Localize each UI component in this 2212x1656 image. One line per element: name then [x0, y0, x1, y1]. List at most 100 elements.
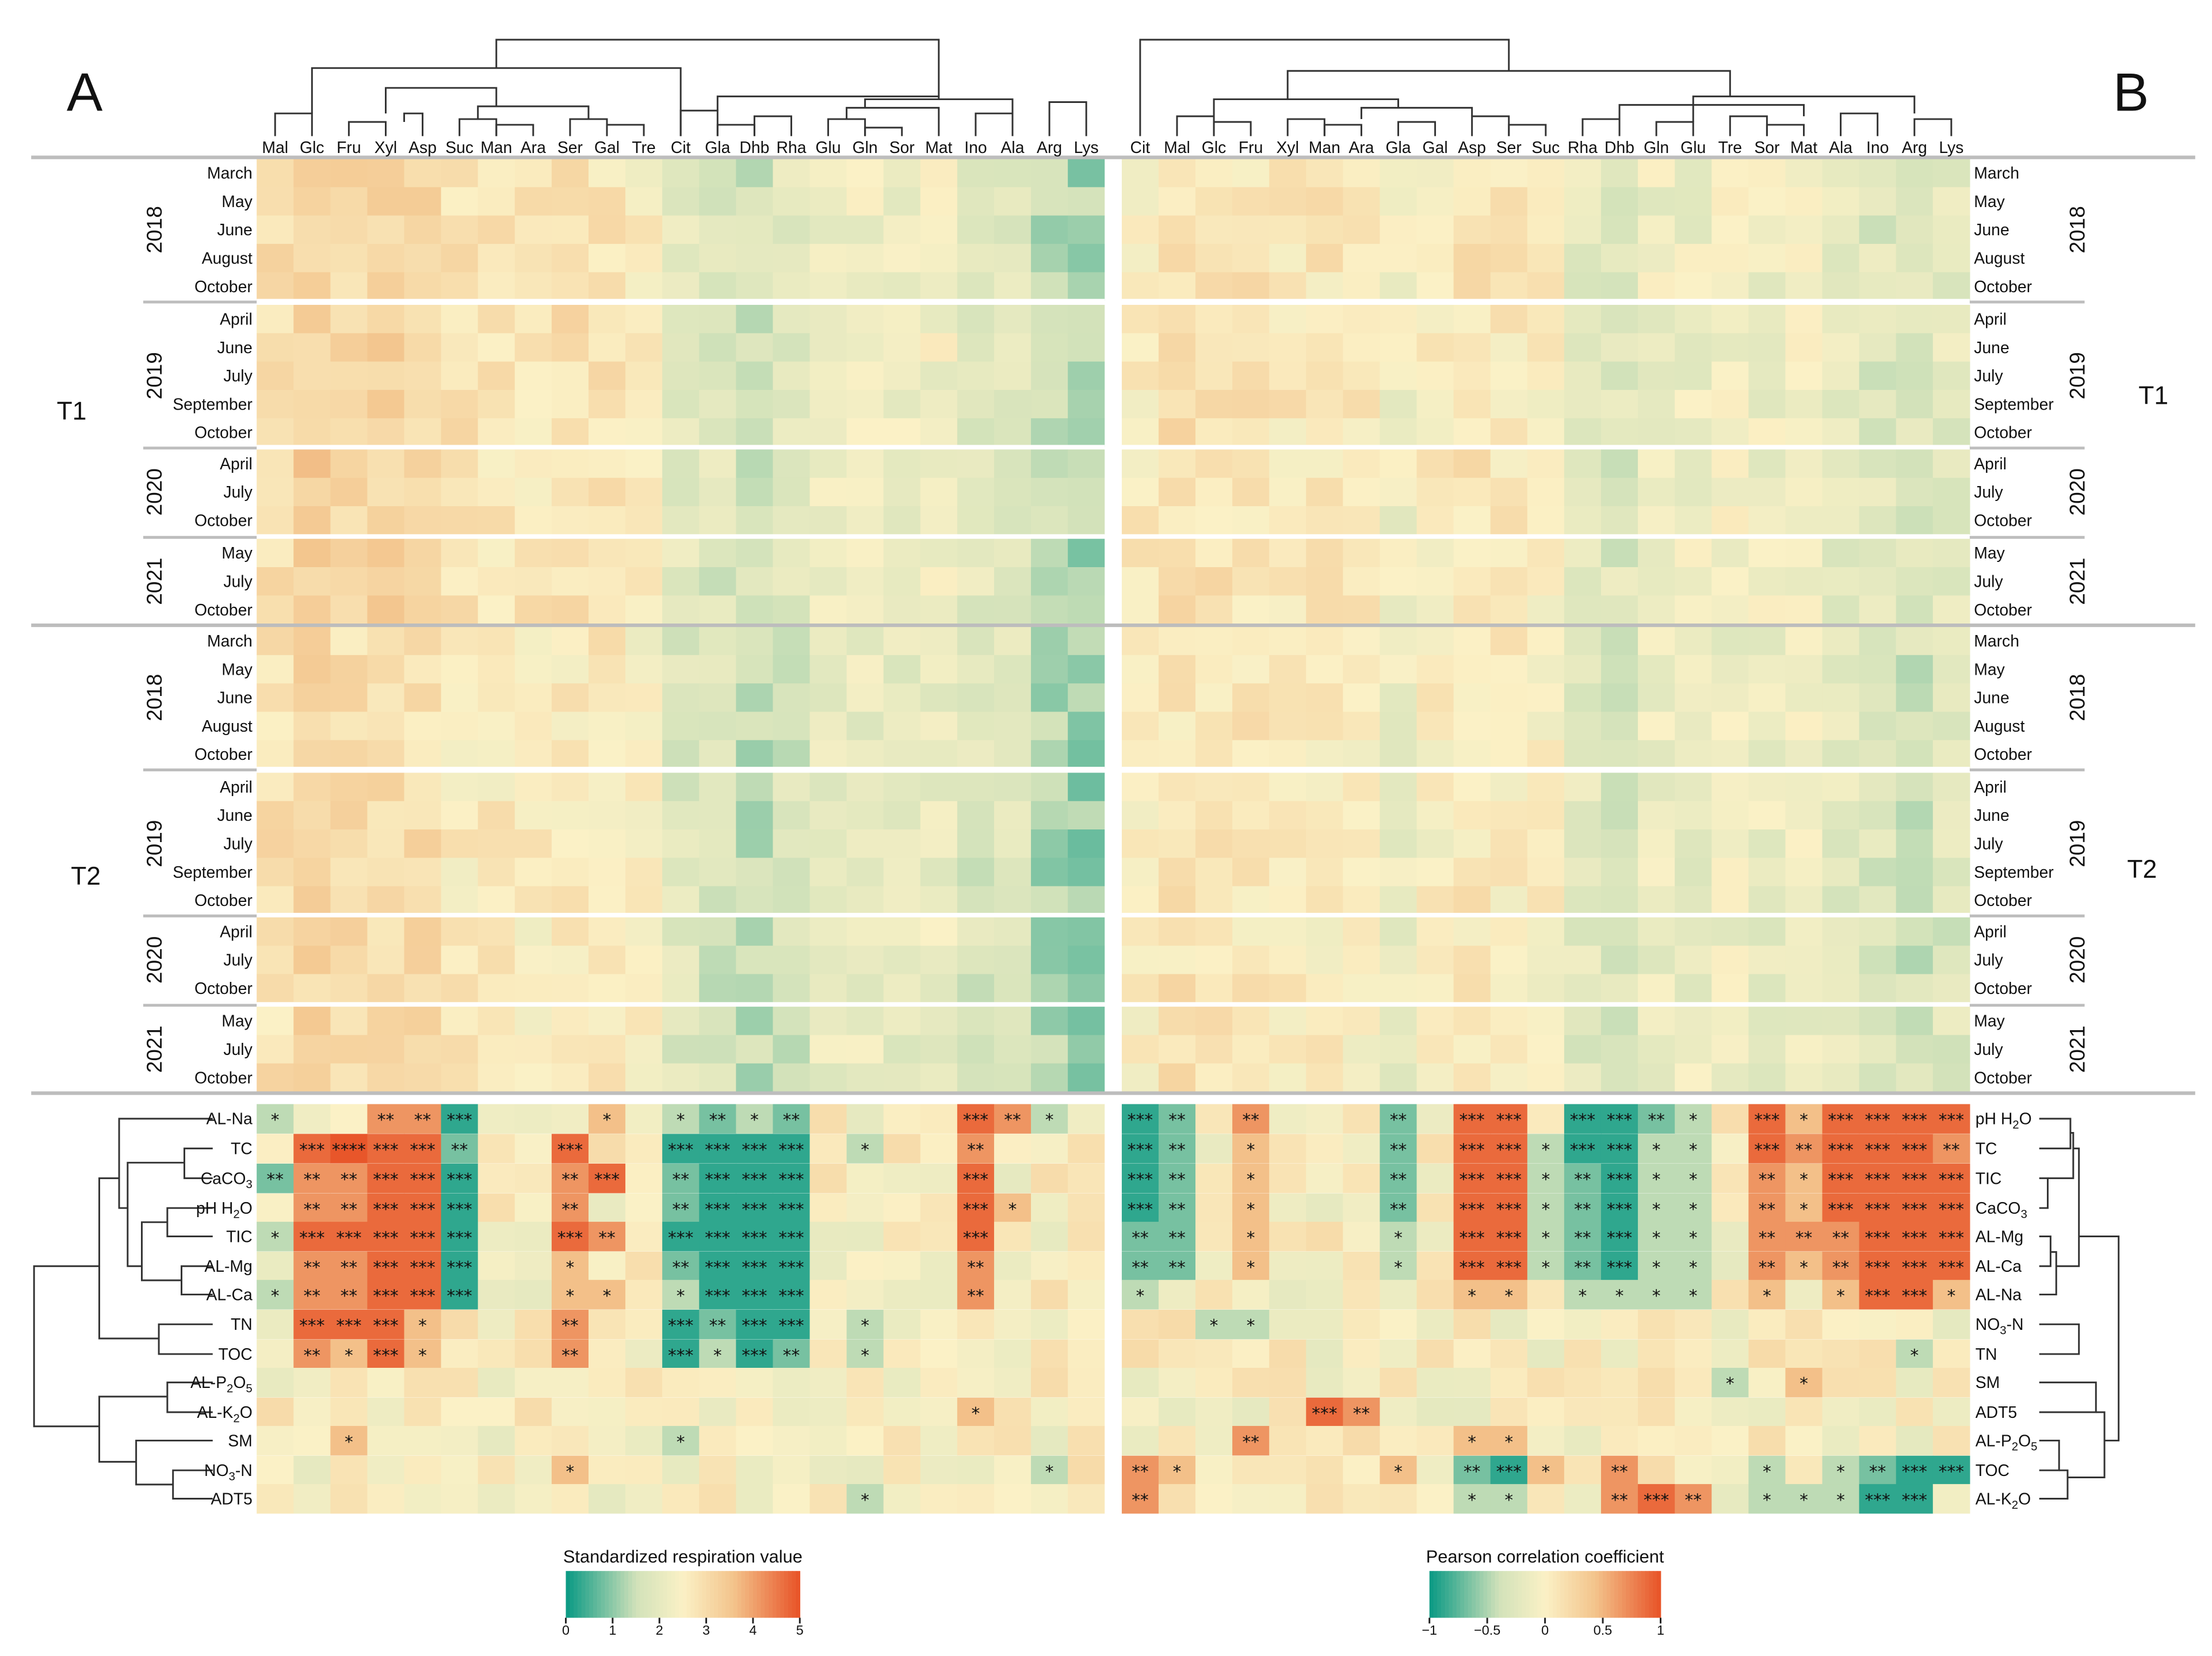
corr-b-t2-cell: [1269, 886, 1306, 915]
significance-mark: **: [709, 1316, 727, 1336]
corr-b-t2-cell: [1158, 626, 1196, 656]
colorbar-b-swatch: [1645, 1571, 1650, 1618]
resp-a-t2-cell: [920, 683, 958, 713]
corr-b-t2-cell: [1490, 946, 1528, 975]
corr-b-t1-cell: [1638, 449, 1675, 479]
corr-b-t1-cell: [1416, 389, 1454, 419]
corr-b-t1-cell: [1932, 159, 1970, 188]
corr-b-t2-cell: [1859, 772, 1897, 802]
soil-b-cell: [1195, 1484, 1233, 1514]
soil-a-cell: [514, 1222, 552, 1252]
corr-b-t2-cell: [1453, 801, 1491, 830]
significance-mark: ***: [1865, 1258, 1890, 1278]
resp-a-t2-cell: [330, 1063, 368, 1092]
soil-a-cell: [625, 1280, 663, 1310]
resp-a-t1-cell: [809, 243, 847, 273]
resp-a-t1-cell: [809, 567, 847, 596]
corr-b-t1-cell: [1896, 215, 1934, 244]
resp-a-t2-cell: [441, 946, 479, 975]
soil-b-cell: [1822, 1397, 1860, 1428]
resp-a-t2-cell: [330, 886, 368, 915]
soil-b-cell: [1638, 1367, 1675, 1398]
significance-mark: **: [783, 1110, 800, 1130]
soil-b-cell: [1859, 1367, 1897, 1398]
soil-a-cell: [662, 1309, 700, 1340]
resp-a-t1-cell: [1068, 159, 1105, 188]
significance-mark: ***: [1902, 1228, 1927, 1248]
colorbar-a-swatch: [589, 1571, 594, 1618]
soil-a-cell: [994, 1134, 1031, 1164]
corr-b-t2-cell: [1158, 974, 1196, 1003]
corr-b-t2-cell: [1822, 946, 1860, 975]
resp-a-t1-cell: [257, 187, 294, 216]
significance-mark: ***: [594, 1170, 620, 1190]
column-label-b: Ara: [1348, 139, 1374, 157]
resp-a-t2-cell: [1068, 886, 1105, 915]
corr-b-t1-cell: [1306, 449, 1343, 479]
resp-a-t2-cell: [477, 946, 515, 975]
corr-b-t2-cell: [1711, 1063, 1749, 1092]
resp-a-t1-cell: [625, 215, 663, 244]
colorbar-a-swatch: [566, 1571, 571, 1618]
resp-a-t2-cell: [809, 974, 847, 1003]
corr-b-t1-cell: [1527, 333, 1565, 362]
resp-a-t1-cell: [551, 595, 589, 625]
dendrogram-branch-soil-a: [98, 1177, 159, 1340]
resp-a-t2-cell: [736, 712, 774, 741]
resp-a-t1-cell: [625, 477, 663, 507]
resp-a-t2-cell: [662, 626, 700, 656]
corr-b-t2-cell: [1306, 740, 1343, 769]
corr-b-t1-cell: [1600, 538, 1638, 568]
corr-b-t1-cell: [1822, 361, 1860, 391]
significance-mark: ***: [1902, 1110, 1927, 1130]
colorbar-b-swatch: [1441, 1571, 1446, 1618]
resp-a-t1-cell: [257, 477, 294, 507]
colorbar-b-swatch: [1433, 1571, 1438, 1618]
soil-a-cell: [477, 1251, 515, 1282]
colorbar-b-swatch: [1560, 1571, 1565, 1618]
resp-a-t1-cell: [477, 215, 515, 244]
resp-a-t2-cell: [736, 772, 774, 802]
significance-mark: ***: [446, 1200, 472, 1219]
resp-a-t1-cell: [330, 333, 368, 362]
significance-mark: ***: [1939, 1170, 1964, 1190]
significance-mark: **: [1832, 1228, 1850, 1248]
significance-mark: **: [1168, 1200, 1186, 1219]
corr-b-t2-cell: [1269, 712, 1306, 741]
resp-a-t1-cell: [514, 389, 552, 419]
corr-b-t1-cell: [1306, 187, 1343, 216]
dendrogram-branch-a: [716, 124, 755, 136]
soil-b-cell: [1121, 1280, 1159, 1310]
colorbar-a-swatch: [667, 1571, 672, 1618]
soil-b-cell: [1785, 1193, 1823, 1223]
significance-mark: **: [1132, 1258, 1149, 1278]
resp-a-t1-cell: [514, 272, 552, 301]
resp-a-t1-cell: [293, 389, 331, 419]
corr-b-t2-cell: [1564, 858, 1602, 887]
corr-b-t1-cell: [1490, 159, 1528, 188]
soil-b-cell: [1600, 1134, 1638, 1164]
soil-b-cell: [1638, 1193, 1675, 1223]
resp-a-t1-cell: [625, 449, 663, 479]
corr-b-t2-cell: [1306, 1035, 1343, 1064]
significance-mark: *: [1045, 1110, 1054, 1130]
soil-a-cell: [846, 1309, 884, 1340]
soil-a-cell: [477, 1280, 515, 1310]
significance-mark: *: [1504, 1490, 1513, 1510]
significance-mark: ***: [1607, 1140, 1632, 1160]
resp-a-t2-cell: [957, 1007, 995, 1036]
corr-b-t2-cell: [1453, 1035, 1491, 1064]
dendrogram-branch-b: [1655, 121, 1694, 136]
corr-b-t2-cell: [1711, 712, 1749, 741]
soil-a-cell: [625, 1367, 663, 1398]
soil-b-cell: [1380, 1280, 1418, 1310]
soil-b-cell: [1748, 1397, 1786, 1428]
corr-b-t2-cell: [1195, 626, 1233, 656]
resp-a-t2-cell: [994, 772, 1031, 802]
resp-a-t2-cell: [514, 712, 552, 741]
resp-a-t2-cell: [588, 1063, 626, 1092]
corr-b-t2-cell: [1896, 1007, 1934, 1036]
corr-b-t1-cell: [1490, 243, 1528, 273]
corr-b-t1-cell: [1600, 595, 1638, 625]
corr-b-t1-cell: [1232, 159, 1270, 188]
